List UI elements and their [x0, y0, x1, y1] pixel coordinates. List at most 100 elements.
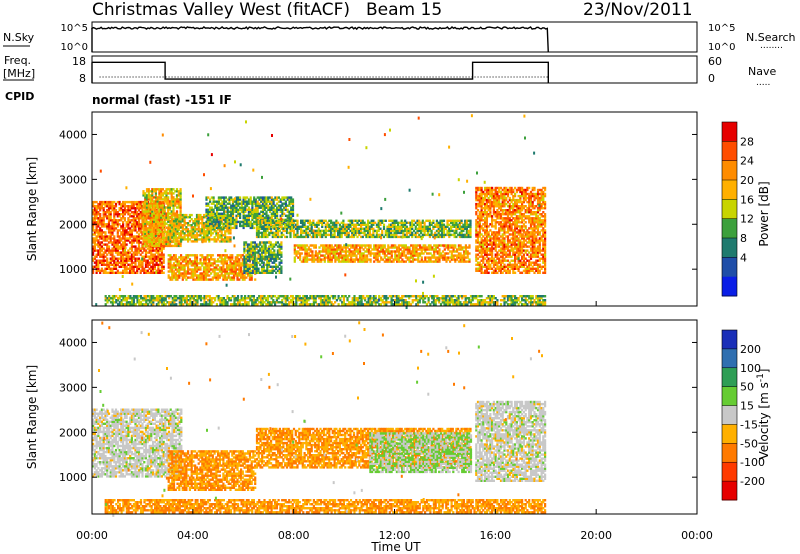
heatmap-cell [353, 260, 356, 263]
heatmap-cell [204, 278, 207, 281]
heatmap-cell [125, 223, 128, 226]
heatmap-cell [244, 218, 247, 222]
heatmap-cell [390, 260, 393, 263]
heatmap-cell [144, 251, 148, 254]
heatmap-cell [217, 264, 220, 267]
heatmap-cell [352, 233, 356, 237]
heatmap-cell [215, 276, 218, 279]
heatmap-cell [437, 227, 440, 230]
heatmap-cell [116, 241, 119, 244]
heatmap-cell [315, 223, 319, 226]
heatmap-cell [139, 202, 142, 206]
heatmap-cell [397, 227, 400, 230]
heatmap-cell [168, 202, 172, 205]
heatmap-cell [240, 262, 243, 265]
heatmap-cell [317, 223, 320, 226]
heatmap-cell [442, 227, 446, 230]
heatmap-cell [273, 245, 276, 248]
heatmap-cell [153, 230, 156, 233]
heatmap-cell [123, 269, 126, 272]
heatmap-cell [285, 219, 289, 222]
heatmap-cell [343, 256, 346, 259]
heatmap-cell [97, 269, 100, 272]
heatmap-cell [236, 274, 239, 277]
heatmap-cell [157, 253, 160, 256]
heatmap-cell [206, 278, 209, 281]
heatmap-cell [269, 257, 272, 260]
heatmap-cell [334, 258, 337, 261]
heatmap-cell [127, 207, 130, 210]
heatmap-cell [209, 214, 212, 217]
heatmap-cell [132, 237, 135, 240]
heatmap-cell [187, 270, 190, 273]
heatmap-cell [161, 226, 164, 229]
heatmap-cell [349, 225, 352, 228]
heatmap-cell [162, 255, 165, 258]
heatmap-cell [395, 219, 398, 222]
heatmap-cell [139, 259, 142, 262]
heatmap-cell [267, 196, 270, 199]
heatmap-cell [233, 220, 236, 224]
heatmap-cell [208, 262, 211, 265]
heatmap-cell [226, 202, 229, 205]
heatmap-cell [159, 249, 162, 252]
heatmap-cell [158, 216, 161, 219]
heatmap-cell [156, 228, 159, 231]
heatmap-cell [438, 256, 441, 259]
heatmap-cell [350, 252, 353, 255]
heatmap-cell [457, 260, 460, 263]
heatmap-cell [127, 223, 130, 226]
heatmap-cell [300, 225, 303, 228]
heatmap-cell [259, 253, 262, 256]
heatmap-cell [442, 235, 446, 239]
heatmap-cell [280, 223, 283, 226]
heatmap-cell [395, 227, 398, 230]
heatmap-cell [206, 274, 209, 277]
heatmap-cell [111, 255, 114, 258]
heatmap-cell [480, 205, 483, 208]
heatmap-cell [244, 216, 247, 219]
heatmap-cell [239, 222, 242, 226]
heatmap-cell [253, 200, 256, 203]
heatmap-cell [259, 235, 262, 239]
heatmap-cell [174, 190, 177, 193]
heatmap-cell [247, 258, 250, 261]
heatmap-cell [99, 202, 102, 206]
heatmap-cell [285, 229, 289, 233]
heatmap-cell [264, 231, 267, 235]
heatmap-cell [374, 256, 377, 259]
heatmap-cell [373, 252, 376, 255]
heatmap-cell [435, 229, 438, 233]
heatmap-cell [111, 271, 114, 274]
nsky-right-tick-bottom: 10^0 [708, 42, 735, 53]
heatmap-cell [463, 260, 466, 263]
heatmap-cell [202, 226, 206, 229]
heatmap-cell [159, 271, 162, 274]
heatmap-cell [277, 200, 280, 203]
heatmap-cell [241, 254, 244, 257]
heatmap-cell [132, 213, 135, 216]
heatmap-cell [441, 254, 445, 257]
heatmap-cell [341, 258, 344, 261]
heatmap-cell [161, 222, 164, 225]
heatmap-cell [246, 263, 249, 266]
heatmap-cell [452, 246, 455, 249]
heatmap-cell [420, 227, 423, 230]
heatmap-cell [183, 266, 186, 269]
heatmap-cell [262, 233, 266, 237]
heatmap-cell [159, 259, 162, 262]
heatmap-cell [476, 239, 480, 242]
heatmap-cell [179, 216, 182, 219]
heatmap-cell [134, 259, 137, 262]
heatmap-cell [350, 244, 353, 247]
heatmap-cell [264, 271, 267, 274]
heatmap-cell [384, 233, 387, 237]
heatmap-cell [156, 216, 159, 219]
heatmap-cell [308, 227, 311, 230]
heatmap-cell [378, 250, 381, 253]
heatmap-cell [248, 266, 251, 269]
heatmap-cell [172, 232, 176, 235]
heatmap-cell [344, 254, 347, 257]
heatmap-cell [163, 218, 166, 221]
heatmap-cell [376, 252, 379, 255]
